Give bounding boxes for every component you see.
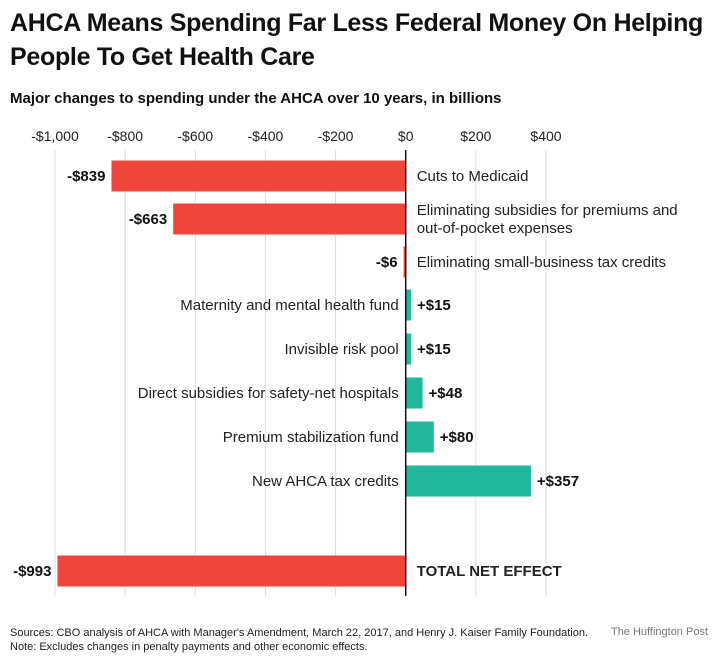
value-label: +$357 (537, 473, 579, 490)
bar (405, 421, 434, 453)
value-label: +$80 (440, 429, 474, 446)
value-label: -$663 (129, 211, 167, 228)
x-tick-label: $400 (530, 128, 561, 144)
category-label: Eliminating subsidies for premiums and ou… (417, 202, 678, 237)
x-tick-label: -$200 (318, 128, 354, 144)
value-label: +$15 (417, 341, 451, 358)
bar (111, 160, 406, 192)
x-tick-label: $200 (460, 128, 491, 144)
exclusions-note: Note: Excludes changes in penalty paymen… (10, 641, 368, 653)
x-tick-label: -$800 (107, 128, 143, 144)
category-label: Eliminating small-business tax credits (417, 254, 666, 271)
x-tick-label: $0 (398, 128, 414, 144)
bar (403, 246, 406, 278)
x-tick-label: -$400 (248, 128, 284, 144)
value-label: -$6 (376, 254, 398, 271)
value-label: -$839 (67, 168, 105, 185)
value-label: -$993 (13, 563, 51, 580)
chart-title: AHCA Means Spending Far Less Federal Mon… (10, 9, 704, 71)
value-label: +$15 (417, 297, 451, 314)
category-label: Direct subsidies for safety-net hospital… (138, 385, 399, 402)
category-label: Cuts to Medicaid (417, 168, 529, 185)
category-label: Maternity and mental health fund (180, 297, 398, 314)
total-category-label: TOTAL NET EFFECT (417, 563, 562, 580)
bar (405, 333, 411, 365)
bar (173, 203, 406, 235)
category-label: Premium stabilization fund (223, 429, 399, 446)
bar (405, 465, 531, 497)
category-label: New AHCA tax credits (252, 473, 399, 490)
total-bar (57, 555, 406, 587)
sources-note: Sources: CBO analysis of AHCA with Manag… (10, 627, 589, 639)
category-label: Invisible risk pool (284, 341, 398, 358)
x-tick-label: -$600 (177, 128, 213, 144)
x-tick-label: -$1,000 (31, 128, 79, 144)
bar (405, 377, 423, 409)
bar (405, 289, 411, 321)
credit-label: The Huffington Post (610, 626, 708, 638)
value-label: +$48 (429, 385, 463, 402)
footer-notes: Sources: CBO analysis of AHCA with Manag… (10, 626, 588, 654)
chart-subtitle: Major changes to spending under the AHCA… (10, 90, 502, 107)
